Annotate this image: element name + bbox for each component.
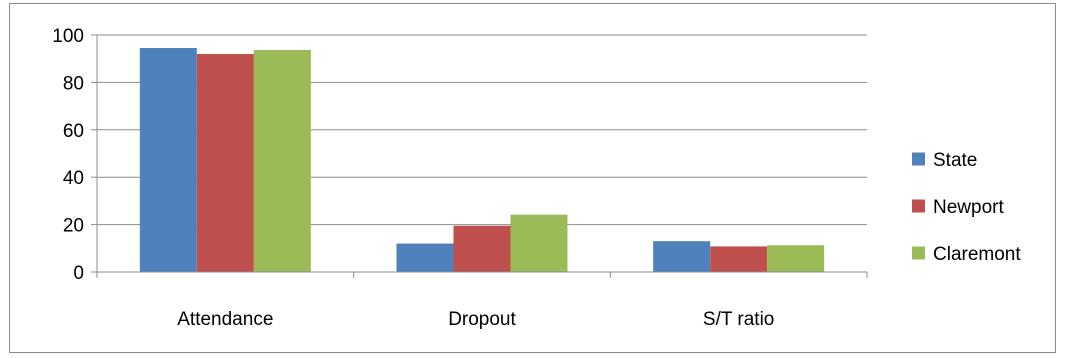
legend-swatch-newport (912, 199, 925, 213)
legend-label-state: State (933, 150, 977, 171)
legend-swatch-state (912, 152, 925, 166)
x-tick-label: Attendance (177, 309, 273, 330)
x-tick-label: Dropout (448, 309, 516, 330)
x-tick-label: S/T ratio (703, 309, 774, 330)
y-tick-label: 40 (63, 168, 84, 189)
bar-state-attendance (139, 48, 197, 272)
bar-state-dropout (396, 243, 454, 272)
legend-swatch-claremont (912, 246, 925, 260)
y-tick-label: 80 (63, 73, 84, 94)
legend: State Newport Claremont (912, 150, 1021, 265)
legend-label-claremont: Claremont (933, 244, 1021, 265)
bar-claremont-attendance (253, 49, 311, 272)
y-tick-label: 0 (73, 263, 84, 284)
bar-newport-attendance (196, 53, 254, 273)
y-tick-label: 60 (63, 121, 84, 142)
bar-claremont-s-t-ratio (767, 245, 825, 272)
y-tick-label: 100 (52, 26, 84, 47)
bar-newport-dropout (453, 225, 511, 272)
bar-claremont-dropout (510, 214, 568, 272)
bar-state-s-t-ratio (653, 241, 711, 272)
y-tick-label: 20 (63, 216, 84, 237)
legend-label-newport: Newport (933, 197, 1004, 218)
axes: 0 20 40 60 80 100 Attendance Dropout S/T ratio (52, 26, 868, 330)
bar-newport-s-t-ratio (710, 246, 768, 272)
bars (139, 48, 825, 273)
